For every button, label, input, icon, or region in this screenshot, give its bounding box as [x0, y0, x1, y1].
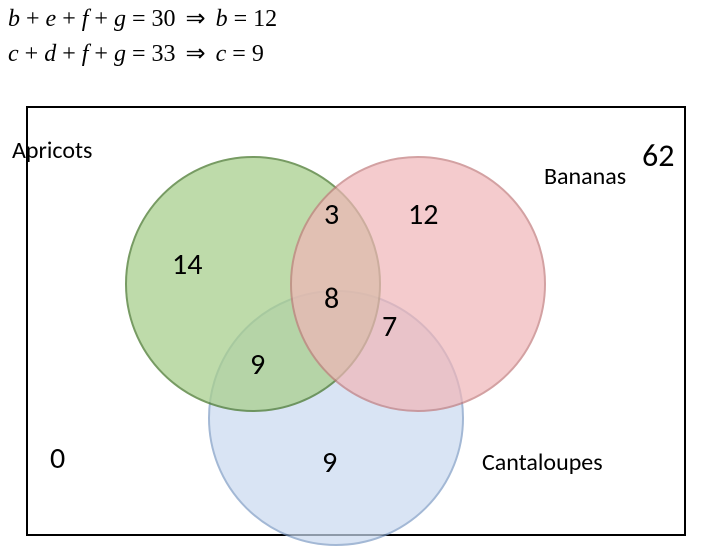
region-outside: 0: [50, 440, 65, 477]
eq2-sum: 30: [152, 6, 176, 32]
total-count: 62: [642, 136, 674, 175]
region-a-only: 14: [172, 246, 202, 283]
eq3-var-f: f: [82, 41, 89, 67]
eq3-var-d: d: [44, 41, 56, 67]
label-cantaloupes: Cantaloupes: [482, 448, 603, 477]
eq3-solve-val: 9: [252, 41, 264, 67]
implies-arrow: ⇒: [182, 6, 210, 32]
eq2-solve-val: 12: [253, 6, 277, 32]
label-apricots: Apricots: [12, 136, 92, 165]
eq3-solve-var: c: [216, 41, 227, 67]
venn-frame: Apricots Bananas Cantaloupes 14 12 9 3 9…: [26, 106, 686, 536]
eq3-sum: 33: [152, 41, 176, 67]
implies-arrow: ⇒: [182, 41, 210, 67]
equations-block: b + e + f + g = 30 ⇒ b = 12 c + d + f + …: [8, 2, 277, 72]
region-bc: 7: [382, 308, 397, 345]
eq2-var-g: g: [114, 6, 126, 32]
eq2-solve-var: b: [216, 6, 228, 32]
label-bananas: Bananas: [544, 162, 626, 191]
equation-line-3: c + d + f + g = 33 ⇒ c = 9: [8, 37, 277, 72]
eq3-var-g: g: [114, 41, 126, 67]
region-b-only: 12: [408, 196, 438, 233]
eq2-var-f: f: [82, 6, 89, 32]
eq2-var-b: b: [8, 6, 20, 32]
region-ac: 9: [250, 346, 265, 383]
region-abc: 8: [324, 280, 339, 317]
region-c-only: 9: [322, 444, 337, 481]
eq2-var-e: e: [46, 6, 57, 32]
equation-line-2: b + e + f + g = 30 ⇒ b = 12: [8, 2, 277, 37]
region-ab: 3: [324, 196, 339, 233]
eq3-var-c: c: [8, 41, 19, 67]
